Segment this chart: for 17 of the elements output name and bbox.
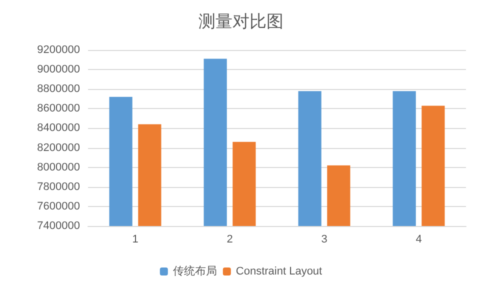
x-tick-label: 3 xyxy=(321,234,328,246)
y-tick-label: 9200000 xyxy=(37,44,80,56)
y-tick-label: 8000000 xyxy=(37,161,80,174)
x-tick-label: 4 xyxy=(416,234,422,246)
y-tick-label: 7800000 xyxy=(37,180,80,193)
chart-title: 测量对比图 xyxy=(198,12,284,31)
y-tick-label: 8600000 xyxy=(37,102,80,115)
y-tick-label: 8200000 xyxy=(37,142,80,154)
y-tick-label: 7600000 xyxy=(37,200,80,212)
x-tick-label: 2 xyxy=(226,234,233,246)
y-tick-label: 8800000 xyxy=(37,83,80,96)
y-tick-label: 8400000 xyxy=(37,122,80,134)
legend-label: 传统布局 xyxy=(172,264,217,278)
y-tick-label: 9000000 xyxy=(37,64,80,76)
legend-label: Constraint Layout xyxy=(236,266,322,278)
y-tick-label: 7400000 xyxy=(37,220,80,232)
x-tick-label: 1 xyxy=(132,234,138,246)
